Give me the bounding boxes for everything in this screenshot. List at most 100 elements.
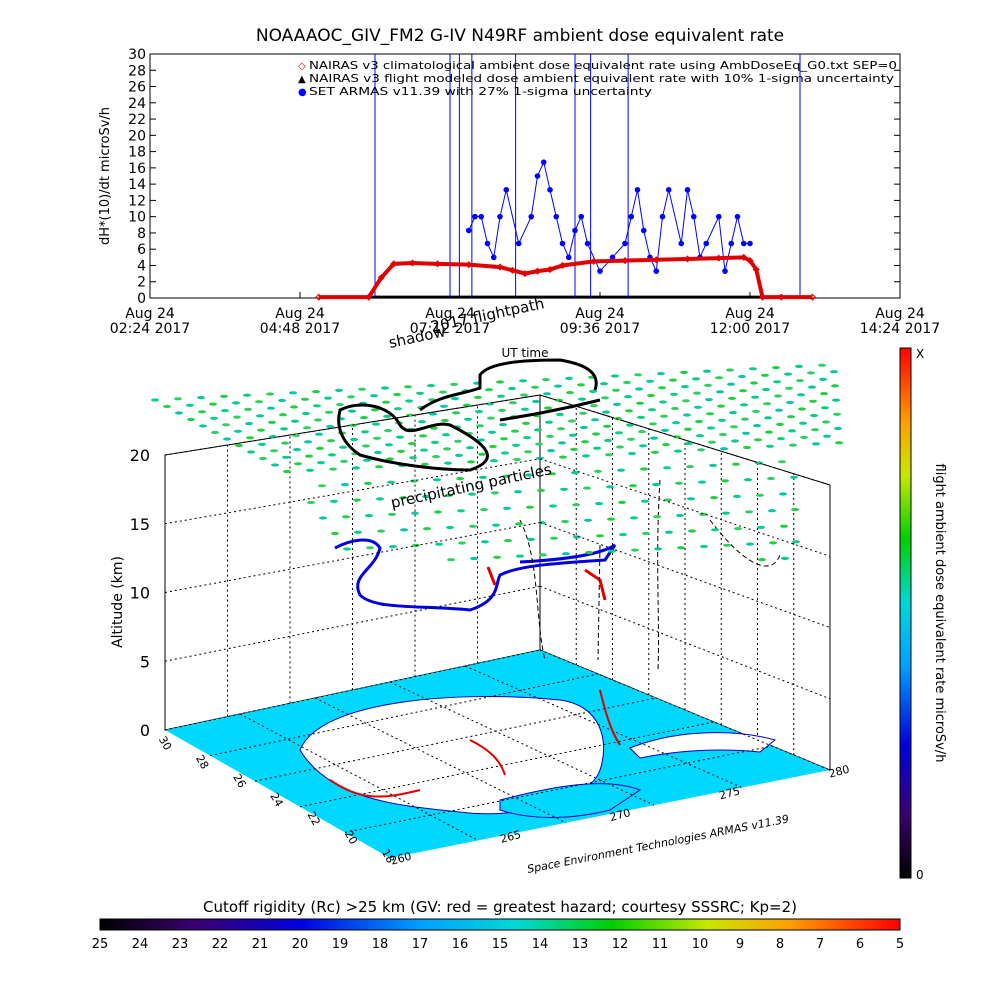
particle-dot [634, 373, 642, 377]
particle-dot [404, 385, 412, 389]
particle-dot [532, 399, 540, 404]
particle-dot [822, 420, 830, 424]
particle-dot [811, 428, 819, 432]
particle-dot [558, 441, 566, 445]
particle-dot [186, 403, 194, 407]
particle-dot [718, 418, 726, 422]
particle-dot [580, 425, 588, 430]
rigidity-tick-label: 6 [856, 937, 864, 952]
particle-dot [381, 386, 389, 390]
series-armas-point [503, 187, 510, 193]
particle-dot [695, 419, 703, 424]
particle-dot [232, 401, 240, 405]
series-armas-line [468, 160, 750, 274]
particle-dot [546, 434, 554, 438]
particle-dot [627, 437, 635, 441]
rigidity-tick-label: 7 [816, 937, 824, 952]
particle-dot [419, 434, 427, 438]
particle-dot [649, 422, 657, 426]
floor-grid-line [389, 681, 655, 806]
series-nairas-clim-point [315, 293, 323, 301]
particle-dot [257, 428, 265, 432]
particle-dot [723, 543, 731, 547]
particle-dot [372, 422, 380, 426]
particle-dot [319, 516, 327, 520]
particle-dot [312, 390, 320, 394]
particle-dot [784, 372, 792, 376]
rigidity-tick-label: 15 [492, 937, 509, 952]
particle-dot [716, 390, 724, 394]
particle-dot [766, 444, 774, 448]
particle-dot [671, 406, 679, 411]
altitude-axis-label: Altitude (km) [110, 556, 126, 648]
particle-dot [305, 454, 313, 458]
particle-dot [405, 399, 413, 403]
legend-text: SET ARMAS v11.39 with 27% 1-sigma uncert… [309, 85, 653, 98]
particle-dot [703, 369, 711, 373]
flightpath-3d-hot [486, 566, 607, 601]
particle-dot [278, 398, 286, 403]
series-nairas-clim-point [590, 257, 598, 265]
particle-dot [301, 397, 309, 401]
particle-dot [569, 433, 577, 437]
particle-dot [662, 443, 670, 447]
y-tick-label: 10 [128, 210, 146, 226]
particle-dot [294, 462, 302, 466]
particle-dot [705, 398, 713, 402]
particle-dot [750, 381, 758, 385]
particle-dot [659, 400, 667, 404]
series-nairas-clim-point [777, 293, 785, 301]
y-tick-label: 28 [128, 63, 146, 79]
series-armas-point [584, 240, 591, 247]
legend-symbol: ▲ [298, 74, 306, 85]
particle-dot [628, 451, 636, 456]
particle-dot [776, 422, 784, 426]
particle-dot [478, 452, 486, 456]
longitude-tick-label: 275 [718, 784, 742, 802]
particle-dot [611, 374, 619, 378]
series-armas-point [653, 268, 660, 274]
series-nairas-clim-point [408, 259, 417, 267]
altitude-grid-line [164, 649, 541, 731]
y-tick-label: 2 [137, 275, 146, 291]
series-nairas-clim-point [752, 265, 760, 274]
particle-dot [717, 404, 725, 408]
particle-dot [605, 453, 613, 457]
particle-dot [463, 403, 471, 407]
particle-dot [383, 414, 391, 418]
dose-colorbar-label: flight ambient dose equivalent rate micr… [932, 464, 947, 763]
particle-dot [343, 547, 351, 551]
particle-dot [455, 453, 463, 457]
particle-dot [445, 493, 453, 497]
altitude-tick-label: 20 [130, 446, 150, 465]
particle-dot [740, 403, 748, 407]
particle-dot [654, 547, 662, 551]
particle-dot [560, 487, 568, 491]
particle-dot [719, 432, 727, 437]
particle-dot [268, 420, 276, 424]
particle-dot [821, 406, 829, 410]
particle-dot [692, 377, 700, 381]
particle-dot [631, 548, 639, 552]
particle-dot [800, 435, 808, 439]
particle-dot [591, 418, 599, 422]
particle-dot [306, 468, 314, 472]
rigidity-tick-label: 24 [132, 937, 149, 952]
particle-dot [464, 417, 472, 421]
particle-dot [676, 513, 684, 518]
particle-dot [758, 558, 766, 562]
particle-dot [694, 405, 702, 409]
y-tick-label: 18 [128, 145, 146, 161]
particle-dot [210, 416, 218, 420]
rigidity-colorbar-ticks: 25 24 23 22 21 20 19 18 17 16 15 14 13 12 11 10 9 8 7 6 5 [92, 937, 904, 952]
particle-dot [789, 443, 797, 447]
particle-dot [823, 434, 831, 438]
particle-dot [304, 440, 312, 444]
particle-dot [411, 511, 419, 515]
particle-dot [660, 414, 668, 418]
series-nairas-clim-point [683, 255, 692, 263]
particle-dot [434, 510, 442, 514]
particle-dot [780, 524, 788, 528]
altitude-tick-label: 10 [130, 584, 150, 603]
series-armas-point [497, 213, 503, 220]
